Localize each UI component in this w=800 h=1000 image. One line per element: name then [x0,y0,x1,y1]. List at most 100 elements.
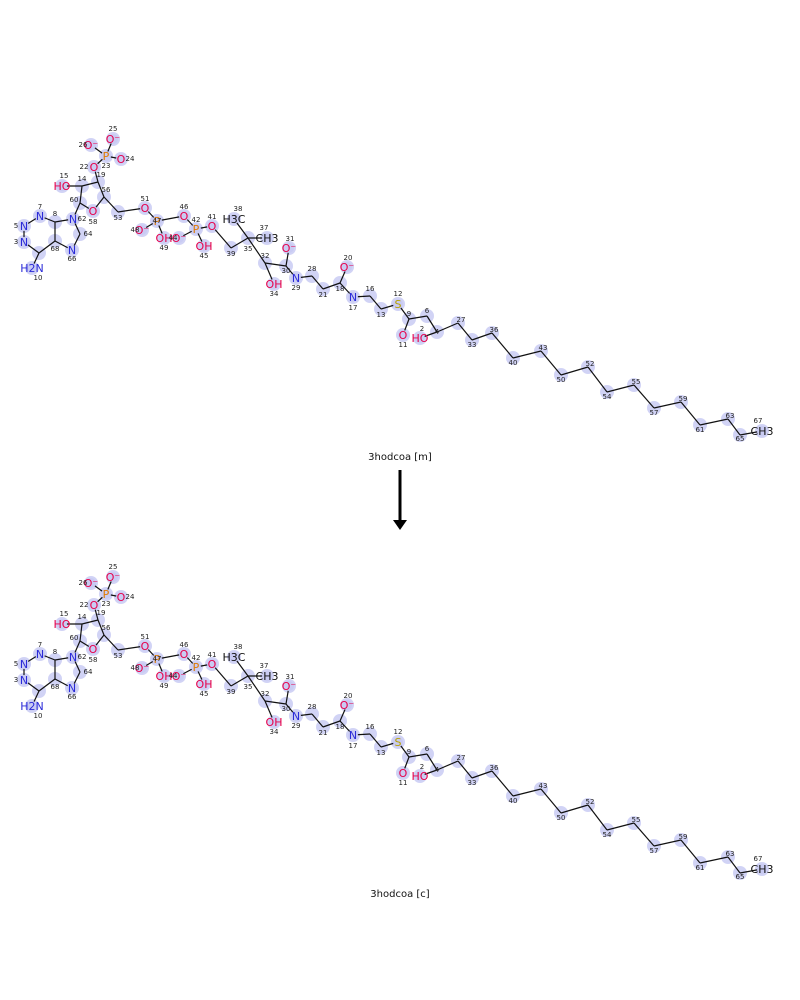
atom-index: 44 [169,672,178,680]
bond-line [311,275,324,290]
atom-index: 67 [754,417,763,425]
atom-label-bg [89,600,99,610]
atom-index: 29 [292,722,301,730]
atom-label: O [117,153,126,166]
atom-label: O⁻ [84,577,99,590]
atom-label: P [154,653,161,666]
atom-index: 44 [169,234,178,242]
atom-index: 21 [319,291,328,299]
atom-index: 32 [261,252,270,260]
bond-line [408,753,428,758]
atom-index: 30 [282,267,291,275]
atom-label-bg [199,679,209,689]
atom-label-bg [57,619,67,629]
atom-index: 22 [80,163,89,171]
atom-index: 33 [468,779,477,787]
atom-index: 40 [509,797,518,805]
atom-index: 23 [102,600,111,608]
atom-index: 3 [14,238,18,246]
bond-line [727,856,741,874]
atom-index: 48 [131,664,140,672]
atom-index: 34 [270,290,279,298]
bond-line [38,240,56,254]
atom-label-bg [159,233,169,243]
atom-index: 39 [227,250,236,258]
atom-label: P [193,223,200,236]
atom-label-bg [86,578,96,588]
atom-label-bg [393,299,403,309]
atom-label: O⁻ [172,232,187,245]
atom-label-bg [348,292,358,302]
atom-label: O [141,202,150,215]
atom-label-bg [140,641,150,651]
atom-index: 66 [68,693,77,701]
atom-index: 36 [490,764,499,772]
bond-line [103,634,119,651]
atom-index: 16 [366,723,375,731]
atom-index: 64 [84,230,93,238]
atom-label-bg [68,652,78,662]
bond-line [230,237,249,249]
atom-index: 37 [260,662,269,670]
bond-line [247,675,266,702]
atom-index: 34 [270,728,279,736]
atom-index: 30 [282,705,291,713]
atom-index: 7 [38,641,42,649]
atom-label: O [89,643,98,656]
atom-index: 16 [366,285,375,293]
atom-label: O [89,205,98,218]
atom-index: 28 [308,265,317,273]
atom-index: 46 [180,641,189,649]
atom-index: 13 [377,749,386,757]
bond-line [426,753,438,771]
atom-label: HO [412,332,429,345]
bond-line [322,720,341,728]
bond-line [79,185,83,204]
atom-label-bg [342,700,352,710]
atom-label-bg [19,675,29,685]
atom-label-bg [199,241,209,251]
atom-label: OH [156,232,173,245]
bond-line [264,700,287,705]
atom-label-bg [398,330,408,340]
atom-index: 49 [160,682,169,690]
atom-index: 12 [394,290,403,298]
bond-line [369,295,382,310]
atom-label-bg [67,245,77,255]
atom-index: 50 [557,376,566,384]
atom-index: 56 [102,624,111,632]
bond-line [322,282,341,290]
atom-label: N [292,272,300,285]
atom-index: 4 [435,766,440,774]
atom-label: O⁻ [282,680,297,693]
bond-line [436,760,459,771]
atom-index: 22 [80,601,89,609]
atom-label: OH [266,278,283,291]
atom-label-bg [68,214,78,224]
bond-line [606,384,635,393]
atom-index: 17 [349,742,358,750]
atom-index: 6 [425,307,430,315]
atom-label-bg [19,237,29,247]
atom-index: 52 [586,798,595,806]
atom-label-bg [191,662,201,672]
atom-index: 18 [336,723,345,731]
bond-line [97,181,105,198]
bond-line [560,366,589,376]
atom-label: N [68,244,76,257]
bond-line [540,350,562,376]
bond-line [471,332,493,341]
atom-label: N [20,236,28,249]
atom-index: 10 [34,712,43,720]
atom-index: 68 [51,683,60,691]
atom-label: O [399,329,408,342]
atom-label-bg [57,181,67,191]
atom-index: 48 [131,226,140,234]
bond-line [230,675,249,687]
bond-line [587,366,608,393]
atom-index: 60 [70,196,79,204]
atom-label: S [395,736,402,749]
atom-index: 61 [696,426,705,434]
atom-label-bg [101,151,111,161]
atom-label: N [20,220,28,233]
